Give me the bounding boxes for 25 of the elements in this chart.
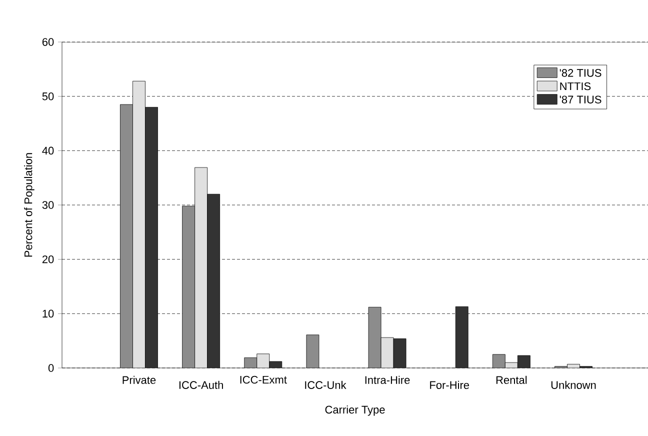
legend-label: '87 TIUS — [560, 96, 602, 104]
legend-label: '82 TIUS — [560, 69, 602, 77]
x-tick-label: ICC-Exmt — [240, 376, 287, 384]
y-tick-label: 60 — [42, 38, 54, 46]
x-tick-label: Unknown — [551, 380, 596, 389]
y-tick-label: 50 — [42, 92, 54, 100]
y-tick-label: 40 — [42, 146, 54, 155]
y-tick-label: 30 — [42, 201, 54, 209]
legend-label: NTTIS — [560, 82, 591, 90]
x-tick-label: ICC-Auth — [179, 380, 223, 389]
bar — [120, 104, 133, 368]
bar — [368, 307, 382, 368]
y-tick-label: 10 — [42, 310, 54, 318]
x-axis-title: Carrier Type — [325, 405, 385, 416]
y-tick-label: 20 — [42, 255, 54, 264]
bar — [182, 206, 195, 368]
bar — [492, 354, 506, 368]
x-tick-label: Rental — [496, 376, 527, 384]
x-tick-label: Private — [122, 376, 156, 384]
x-tick-label: Intra-Hire — [365, 376, 410, 384]
bar — [306, 334, 319, 368]
y-axis-title: Percent of Population — [24, 153, 34, 257]
x-tick-label: For-Hire — [430, 380, 470, 389]
x-tick-label: ICC-Unk — [305, 380, 346, 389]
y-tick-label: 0 — [48, 364, 54, 372]
